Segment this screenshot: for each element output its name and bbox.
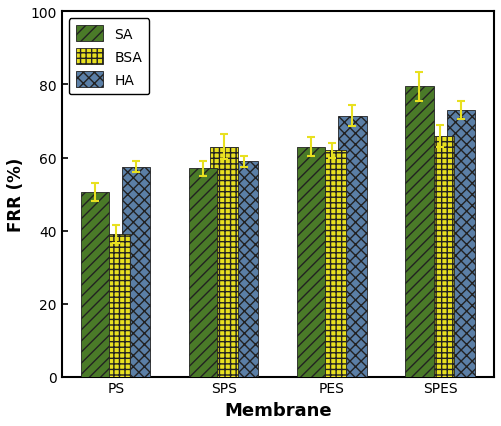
Bar: [189, 169, 217, 377]
Bar: [426, 136, 454, 377]
Bar: [298, 147, 326, 377]
Bar: [102, 235, 130, 377]
Y-axis label: FRR (%): FRR (%): [7, 158, 25, 232]
X-axis label: Membrane: Membrane: [224, 401, 332, 419]
Bar: [210, 147, 238, 377]
Bar: [230, 162, 259, 377]
Bar: [81, 193, 109, 377]
Bar: [318, 151, 346, 377]
Bar: [405, 87, 433, 377]
Bar: [338, 116, 367, 377]
Legend: SA, BSA, HA: SA, BSA, HA: [69, 19, 149, 95]
Bar: [446, 111, 474, 377]
Bar: [122, 167, 150, 377]
